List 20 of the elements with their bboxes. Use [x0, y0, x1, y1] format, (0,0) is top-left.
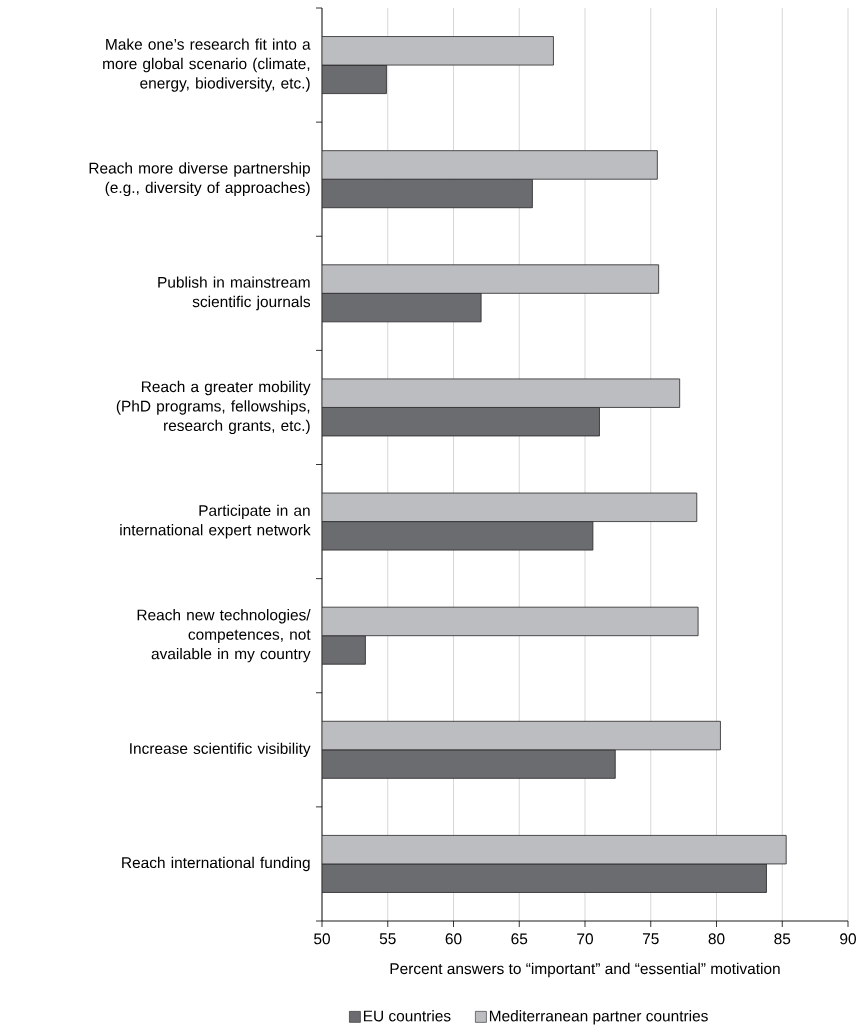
x-tick-label: 80 — [708, 933, 725, 945]
y-tick-label: Reach international funding — [122, 856, 310, 872]
y-tick-label: Reach a greater mobility (PhD programs, fellowships, research grants, etc.) — [116, 380, 311, 435]
y-tick-label: Participate in an international expert network — [120, 504, 311, 539]
y-tick-label: Increase scientific visibility — [130, 742, 311, 758]
x-tick-label: 65 — [511, 933, 528, 945]
x-tick-label: 85 — [774, 933, 791, 945]
x-tick-label: 55 — [379, 933, 396, 945]
y-tick-label: Reach new technologies/ competences, not available in my country — [137, 609, 311, 663]
y-tick-label: Reach more diverse partnership (e.g., diversity of approaches) — [89, 162, 310, 197]
legend-label: Mediterranean partner countries — [489, 1010, 708, 1025]
x-tick-label: 90 — [840, 933, 856, 945]
x-tick-label: 75 — [642, 933, 659, 945]
y-tick-label: Make one’s research fit into a more global scenario (climate, energy, biodiversity, etc.) — [103, 38, 311, 92]
y-tick-label: Publish in mainstream scientific journals — [158, 276, 311, 311]
x-tick-label: 70 — [577, 933, 593, 945]
x-tick-label: 50 — [314, 933, 330, 945]
legend-label: EU countries — [363, 1010, 451, 1022]
x-tick-label: 60 — [445, 933, 462, 945]
x-axis-title: Percent answers to “important” and “essential” motivation — [390, 962, 780, 978]
